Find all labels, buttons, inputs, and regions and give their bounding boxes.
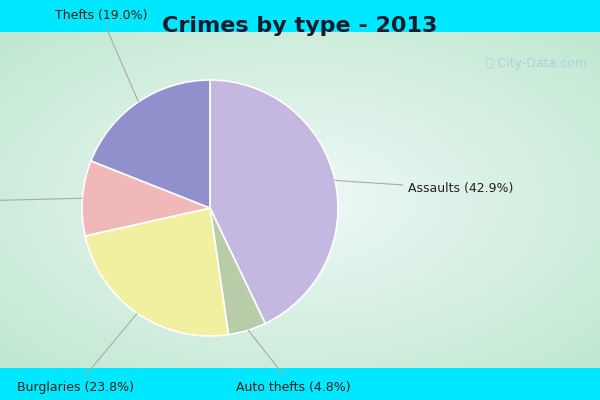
Text: Crimes by type - 2013: Crimes by type - 2013 (163, 16, 437, 36)
Text: Thefts (19.0%): Thefts (19.0%) (55, 9, 148, 102)
Wedge shape (85, 208, 229, 336)
Text: Rapes (9.5%): Rapes (9.5%) (0, 195, 82, 208)
Wedge shape (210, 208, 265, 335)
Text: Assaults (42.9%): Assaults (42.9%) (335, 180, 514, 195)
Wedge shape (91, 80, 210, 208)
Text: ⓘ City-Data.com: ⓘ City-Data.com (487, 58, 587, 70)
Wedge shape (210, 80, 338, 324)
Text: Burglaries (23.8%): Burglaries (23.8%) (17, 314, 137, 394)
Wedge shape (82, 161, 210, 236)
Text: Auto thefts (4.8%): Auto thefts (4.8%) (236, 330, 350, 394)
